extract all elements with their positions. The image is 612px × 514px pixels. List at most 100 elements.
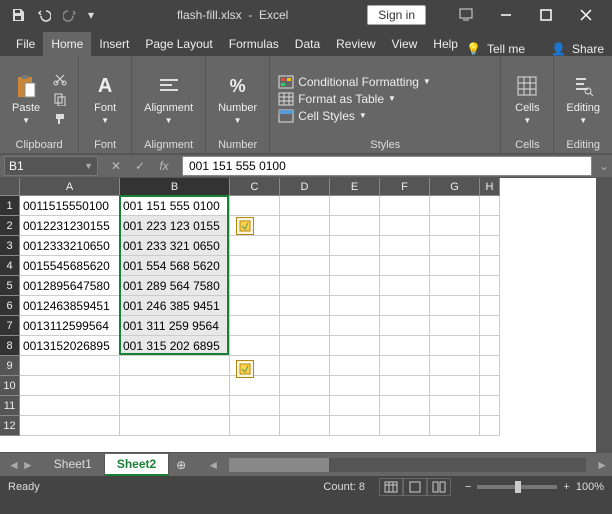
cell[interactable]: [480, 396, 500, 416]
cell[interactable]: [280, 236, 330, 256]
page-layout-view-icon[interactable]: [403, 478, 427, 496]
cell[interactable]: [120, 396, 230, 416]
page-break-view-icon[interactable]: [427, 478, 451, 496]
cell[interactable]: [380, 376, 430, 396]
cell[interactable]: [480, 376, 500, 396]
col-header-G[interactable]: G: [430, 178, 480, 196]
row-header-3[interactable]: 3: [0, 236, 20, 256]
tell-me[interactable]: Tell me: [487, 42, 525, 56]
cell-styles-button[interactable]: Cell Styles▼: [278, 109, 431, 123]
minimize-icon[interactable]: [486, 1, 526, 29]
qat-dropdown-icon[interactable]: ▾: [84, 3, 98, 27]
cell[interactable]: [280, 256, 330, 276]
cell[interactable]: [380, 396, 430, 416]
row-header-8[interactable]: 8: [0, 336, 20, 356]
alignment-button[interactable]: Alignment ▼: [140, 70, 197, 127]
format-as-table-button[interactable]: Format as Table▼: [278, 92, 431, 106]
tab-page-layout[interactable]: Page Layout: [137, 32, 220, 56]
cell[interactable]: 001 151 555 0100: [120, 196, 230, 216]
cell[interactable]: 0012231230155: [20, 216, 120, 236]
zoom-in-icon[interactable]: +: [563, 481, 569, 493]
cell[interactable]: [230, 236, 280, 256]
cell[interactable]: [280, 316, 330, 336]
sheet-nav-next-icon[interactable]: ►: [22, 458, 34, 472]
cell[interactable]: 001 246 385 9451: [120, 296, 230, 316]
share-button[interactable]: Share: [572, 42, 604, 56]
cell[interactable]: [230, 276, 280, 296]
cell[interactable]: [480, 256, 500, 276]
cell[interactable]: [20, 396, 120, 416]
lightbulb-icon[interactable]: 💡: [466, 42, 481, 56]
cell[interactable]: [120, 356, 230, 376]
cell[interactable]: [230, 396, 280, 416]
cell[interactable]: [280, 196, 330, 216]
tab-insert[interactable]: Insert: [91, 32, 137, 56]
sign-in-button[interactable]: Sign in: [367, 5, 426, 25]
formula-input[interactable]: 001 151 555 0100: [182, 156, 592, 176]
row-header-6[interactable]: 6: [0, 296, 20, 316]
zoom-slider[interactable]: [477, 485, 557, 489]
cell[interactable]: [480, 236, 500, 256]
cell[interactable]: [280, 296, 330, 316]
col-header-D[interactable]: D: [280, 178, 330, 196]
cell[interactable]: [380, 196, 430, 216]
hscroll-right-icon[interactable]: ►: [592, 458, 612, 472]
cell[interactable]: [430, 336, 480, 356]
tab-file[interactable]: File: [8, 32, 43, 56]
col-header-E[interactable]: E: [330, 178, 380, 196]
vertical-scrollbar[interactable]: [596, 178, 612, 452]
cell[interactable]: [120, 376, 230, 396]
enter-formula-icon[interactable]: ✓: [128, 156, 152, 176]
cell[interactable]: [480, 276, 500, 296]
cell[interactable]: [230, 336, 280, 356]
cell[interactable]: [230, 256, 280, 276]
cell[interactable]: [430, 316, 480, 336]
cell[interactable]: [280, 416, 330, 436]
cell[interactable]: [20, 356, 120, 376]
cell[interactable]: [330, 276, 380, 296]
horizontal-scrollbar[interactable]: [229, 458, 586, 472]
sheet-nav-prev-icon[interactable]: ◄: [8, 458, 20, 472]
zoom-out-icon[interactable]: −: [465, 481, 471, 493]
tab-home[interactable]: Home: [43, 32, 91, 56]
tab-view[interactable]: View: [384, 32, 426, 56]
cell[interactable]: [20, 376, 120, 396]
cell[interactable]: 001 289 564 7580: [120, 276, 230, 296]
cell[interactable]: [430, 216, 480, 236]
sheet-tab-sheet1[interactable]: Sheet1: [42, 454, 105, 476]
cell[interactable]: [380, 336, 430, 356]
cell[interactable]: [330, 416, 380, 436]
cell[interactable]: [380, 316, 430, 336]
cell[interactable]: [430, 256, 480, 276]
cell[interactable]: 0012333210650: [20, 236, 120, 256]
col-header-B[interactable]: B: [120, 178, 230, 196]
cell[interactable]: [430, 296, 480, 316]
redo-icon[interactable]: [58, 3, 82, 27]
cell[interactable]: [280, 336, 330, 356]
autofill-options-icon[interactable]: [236, 360, 254, 378]
editing-button[interactable]: Editing ▼: [562, 70, 604, 127]
cell[interactable]: 0012463859451: [20, 296, 120, 316]
cell[interactable]: [330, 376, 380, 396]
cell[interactable]: [380, 216, 430, 236]
cell[interactable]: [430, 276, 480, 296]
cell[interactable]: [330, 256, 380, 276]
cell[interactable]: [330, 396, 380, 416]
fx-icon[interactable]: fx: [152, 156, 176, 176]
cell[interactable]: 0013152026895: [20, 336, 120, 356]
row-header-2[interactable]: 2: [0, 216, 20, 236]
cell[interactable]: 0013112599564: [20, 316, 120, 336]
row-header-5[interactable]: 5: [0, 276, 20, 296]
cell[interactable]: [380, 416, 430, 436]
cell[interactable]: [330, 296, 380, 316]
undo-icon[interactable]: [32, 3, 56, 27]
col-header-C[interactable]: C: [230, 178, 280, 196]
maximize-icon[interactable]: [526, 1, 566, 29]
copy-icon[interactable]: [50, 90, 70, 108]
tab-data[interactable]: Data: [287, 32, 328, 56]
cell[interactable]: [380, 236, 430, 256]
cell[interactable]: [280, 276, 330, 296]
cancel-formula-icon[interactable]: ✕: [104, 156, 128, 176]
cell[interactable]: [230, 376, 280, 396]
cell[interactable]: [330, 356, 380, 376]
